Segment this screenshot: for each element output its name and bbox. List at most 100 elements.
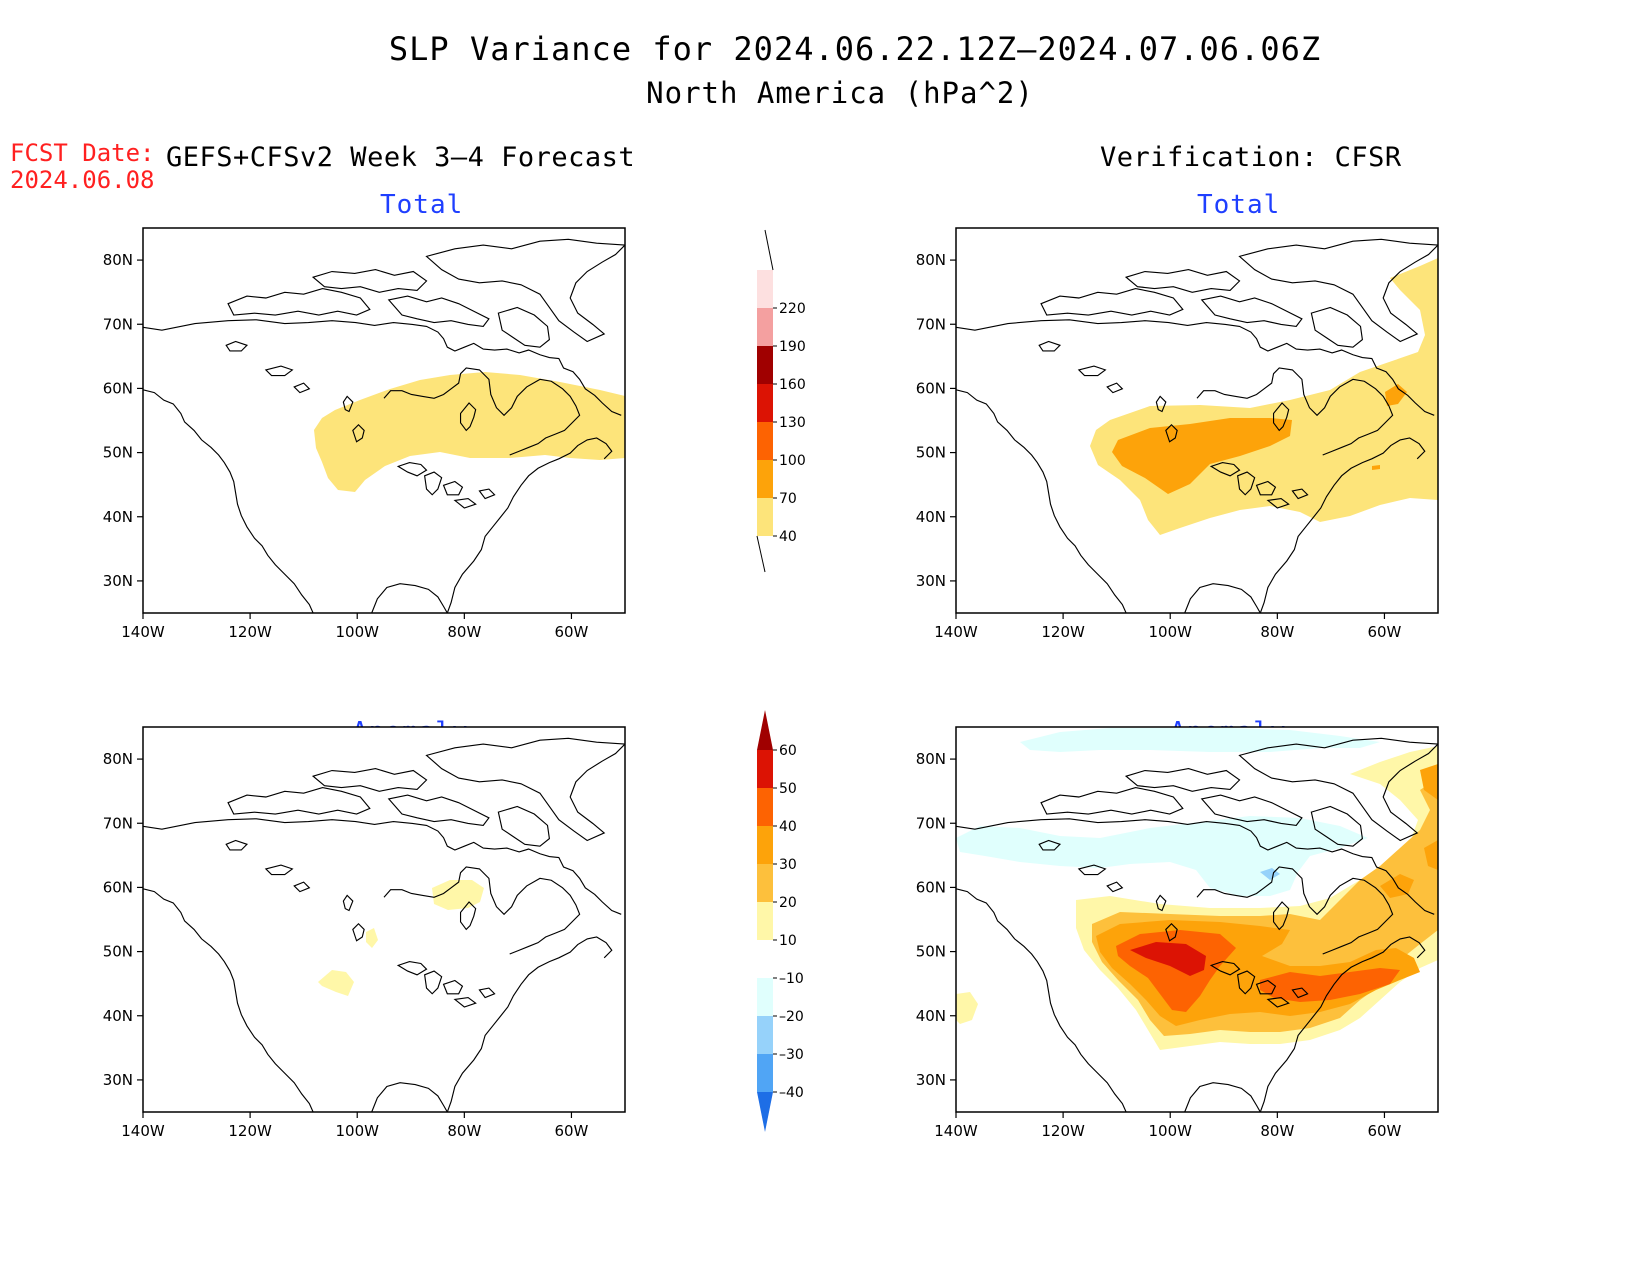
shade-minus20-minus10-arctic bbox=[1020, 728, 1380, 752]
lat-tick-label: 50N bbox=[916, 943, 946, 961]
lat-tick-label: 50N bbox=[916, 444, 946, 462]
lon-tick-label: 80W bbox=[447, 1122, 481, 1140]
map-panel-forecast-anomaly bbox=[142, 726, 626, 1113]
map-axes: 80N 70N 60N 50N 40N 30N 140W 120W 100W 80W 60W 80N 7… bbox=[103, 251, 1402, 1140]
lon-tick-label: 100W bbox=[335, 623, 379, 641]
lat-tick-label: 40N bbox=[916, 508, 946, 526]
colorbar-anomaly-box bbox=[757, 902, 773, 940]
shade-40-70 bbox=[314, 372, 625, 492]
shade-10-20-west bbox=[956, 992, 978, 1024]
colorbar-anomaly-box bbox=[757, 788, 773, 826]
colorbar-anomaly-box bbox=[757, 826, 773, 864]
map-panel-verification-total bbox=[955, 227, 1439, 614]
colorbar-anomaly-bottom-arrow bbox=[757, 1092, 773, 1132]
colorbar-anomaly-box bbox=[757, 940, 773, 978]
lat-tick-label: 70N bbox=[103, 814, 133, 832]
shade-70-100-small2 bbox=[1372, 465, 1380, 470]
lon-tick-label: 80W bbox=[447, 623, 481, 641]
lon-tick-label: 60W bbox=[1367, 1122, 1401, 1140]
lat-tick-label: 80N bbox=[103, 750, 133, 768]
colorbar-anomaly-box bbox=[757, 978, 773, 1016]
colorbar-anomaly-label: 30 bbox=[779, 857, 797, 873]
lat-tick-label: 30N bbox=[916, 572, 946, 590]
colorbar-anomaly-label: 60 bbox=[779, 743, 797, 759]
lat-tick-label: 60N bbox=[103, 379, 133, 397]
colorbar-anomaly-label: –40 bbox=[779, 1085, 804, 1101]
colorbar-anomaly-label: 40 bbox=[779, 819, 797, 835]
right-column-title: Verification: CFSR bbox=[1100, 142, 1402, 173]
lat-tick-label: 40N bbox=[103, 1007, 133, 1025]
lat-tick-label: 80N bbox=[916, 251, 946, 269]
lat-tick-label: 40N bbox=[916, 1007, 946, 1025]
lat-tick-label: 80N bbox=[103, 251, 133, 269]
colorbar-anomaly-box bbox=[757, 1016, 773, 1054]
colorbar-total-box bbox=[757, 460, 773, 498]
lon-tick-label: 140W bbox=[121, 623, 165, 641]
lon-tick-label: 100W bbox=[1148, 623, 1192, 641]
colorbar-total-box bbox=[757, 270, 773, 308]
lat-tick-label: 30N bbox=[916, 1071, 946, 1089]
colorbar-anomaly-box bbox=[757, 864, 773, 902]
shade-70-100-small bbox=[1385, 384, 1407, 406]
colorbar-total-label: 100 bbox=[779, 453, 806, 469]
colorbar-anomaly-label: –20 bbox=[779, 1009, 804, 1025]
shade-30-40-ne3 bbox=[1424, 840, 1438, 870]
lon-tick-label: 140W bbox=[934, 1122, 978, 1140]
colorbar-total-label: 70 bbox=[779, 491, 797, 507]
colorbar-total-label: 40 bbox=[779, 529, 797, 545]
lon-tick-label: 140W bbox=[934, 623, 978, 641]
map-panel-forecast-total bbox=[142, 227, 626, 614]
lat-tick-label: 40N bbox=[103, 508, 133, 526]
colorbar-anomaly-top-arrow bbox=[757, 710, 773, 750]
lon-tick-label: 120W bbox=[228, 1122, 272, 1140]
lon-tick-label: 120W bbox=[228, 623, 272, 641]
shade-30-40-ne2 bbox=[1420, 764, 1438, 800]
colorbar-anomaly-label: 50 bbox=[779, 781, 797, 797]
lat-tick-label: 60N bbox=[103, 878, 133, 896]
shade-10-20-small2 bbox=[318, 970, 354, 996]
lat-tick-label: 70N bbox=[916, 814, 946, 832]
main-subtitle: North America (hPa^2) bbox=[646, 76, 1034, 110]
shade-10-20 bbox=[432, 880, 484, 910]
shade-50-60 bbox=[1130, 942, 1206, 976]
lon-tick-label: 100W bbox=[1148, 1122, 1192, 1140]
lon-tick-label: 60W bbox=[1367, 623, 1401, 641]
lon-tick-label: 100W bbox=[335, 1122, 379, 1140]
lat-tick-label: 30N bbox=[103, 572, 133, 590]
colorbar-total-box bbox=[757, 384, 773, 422]
lon-tick-label: 140W bbox=[121, 1122, 165, 1140]
lat-tick-label: 50N bbox=[103, 943, 133, 961]
lat-tick-label: 80N bbox=[916, 750, 946, 768]
colorbar-total: 40 70 100 130 160 190 220 bbox=[756, 229, 806, 573]
panel-title-top-left: Total bbox=[380, 190, 464, 220]
lon-tick-label: 120W bbox=[1041, 1122, 1085, 1140]
map-border bbox=[955, 227, 1439, 614]
colorbar-anomaly-label: –10 bbox=[779, 971, 804, 987]
lat-tick-label: 60N bbox=[916, 379, 946, 397]
colorbar-total-box bbox=[757, 308, 773, 346]
colorbar-total-top-tip bbox=[764, 229, 774, 271]
lon-tick-label: 80W bbox=[1260, 623, 1294, 641]
colorbar-total-label: 220 bbox=[779, 301, 806, 317]
shade-70-100 bbox=[1112, 418, 1292, 494]
map-panel-verification-anomaly bbox=[955, 726, 1439, 1113]
lat-tick-label: 50N bbox=[103, 444, 133, 462]
colorbar-total-box bbox=[757, 346, 773, 384]
lat-tick-label: 70N bbox=[916, 315, 946, 333]
fcst-date-value: 2024.06.08 bbox=[10, 166, 155, 194]
lon-tick-label: 80W bbox=[1260, 1122, 1294, 1140]
colorbar-anomaly-box bbox=[757, 750, 773, 788]
colorbar-total-box bbox=[757, 422, 773, 460]
lon-tick-label: 60W bbox=[554, 623, 588, 641]
colorbar-anomaly-label: 10 bbox=[779, 933, 797, 949]
colorbar-anomaly-box bbox=[757, 1054, 773, 1092]
map-border bbox=[955, 726, 1439, 1113]
colorbar-anomaly-label: –30 bbox=[779, 1047, 804, 1063]
map-border bbox=[142, 227, 626, 614]
main-title: SLP Variance for 2024.06.22.12Z–2024.07.… bbox=[388, 30, 1322, 68]
lon-tick-label: 60W bbox=[554, 1122, 588, 1140]
lat-tick-label: 60N bbox=[916, 878, 946, 896]
left-column-title: GEFS+CFSv2 Week 3–4 Forecast bbox=[166, 142, 636, 173]
colorbar-total-label: 130 bbox=[779, 415, 806, 431]
fcst-date: FCST Date: 2024.06.08 bbox=[10, 140, 155, 194]
